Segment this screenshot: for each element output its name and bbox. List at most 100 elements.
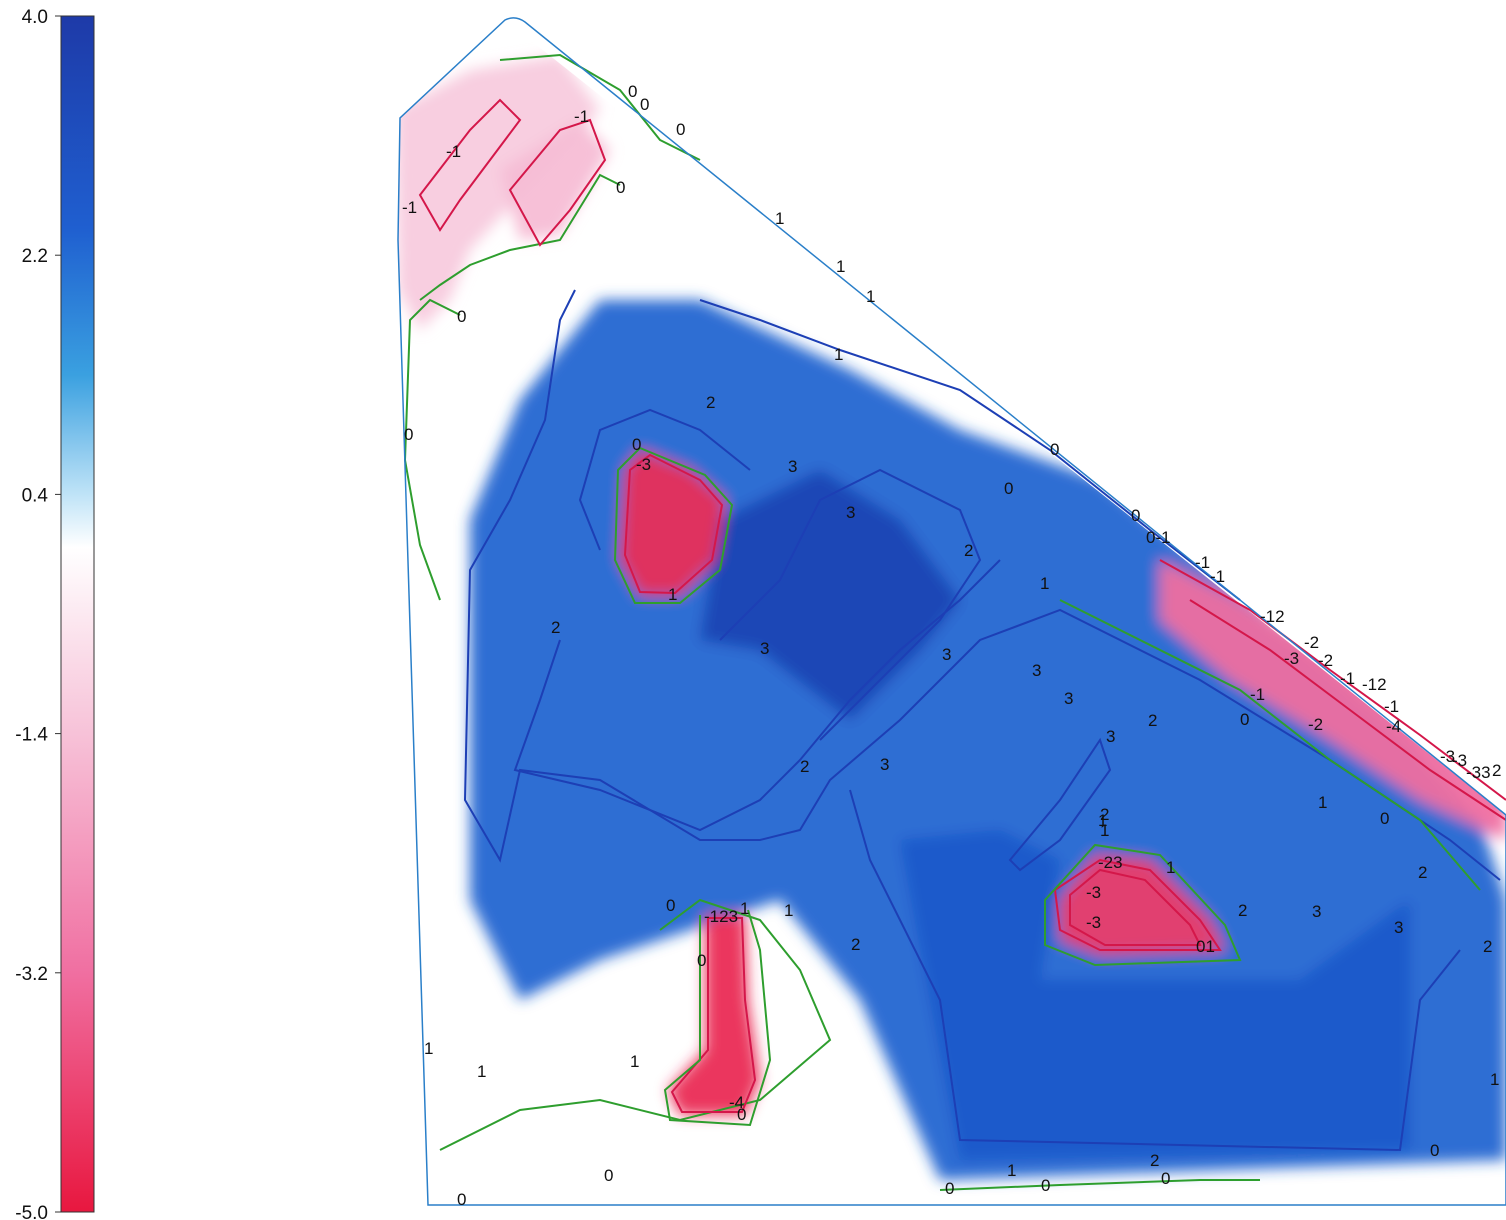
contour-label: 2: [851, 935, 860, 954]
contour-label: 0: [1430, 1141, 1439, 1160]
contour-label: 0: [666, 896, 675, 915]
heat-region: [620, 450, 725, 595]
contour-label: 2: [1483, 937, 1492, 956]
contour-label: 0: [737, 1105, 746, 1124]
contour-label: 1: [1007, 1161, 1016, 1180]
contour-label: -3: [636, 455, 651, 474]
contour-label: 0: [604, 1166, 613, 1185]
contour-label: -4: [729, 1093, 744, 1112]
contour-line: [403, 298, 832, 1151]
contour-label: -3: [1284, 649, 1299, 668]
contour-label: 3: [1032, 661, 1041, 680]
colorbar-bar: [60, 15, 95, 1213]
contour-label: 0: [697, 951, 706, 970]
contour-label: 1: [740, 899, 749, 918]
contour-label: 3: [846, 503, 855, 522]
contour-line: [1044, 843, 1242, 967]
contour-line: [508, 118, 607, 247]
domain-outline: [397, 17, 1506, 1206]
contour-label: -1: [1340, 669, 1355, 688]
contour-label: 3: [760, 639, 769, 658]
contour-label: 2: [800, 757, 809, 776]
heat-field: [398, 20, 1506, 1205]
contour-label: 0: [616, 178, 625, 197]
contour-label: 1: [836, 257, 845, 276]
contour-label: -23: [1098, 853, 1123, 872]
contour-label: 1: [834, 345, 843, 364]
contour-label: -1: [402, 198, 417, 217]
contour-label: 3: [1394, 918, 1403, 937]
colorbar-tick-label: 0.4: [22, 485, 49, 506]
contour-label: -3: [1440, 747, 1455, 766]
contour-label: 01: [1196, 937, 1215, 956]
contour-label: 1: [866, 287, 875, 306]
contour-line: [419, 53, 701, 301]
contour-label: -1: [1384, 697, 1399, 716]
contour-label: -33: [1466, 763, 1491, 782]
contour-label: 0: [1041, 1176, 1050, 1195]
colorbar-tick-label: 4.0: [22, 7, 48, 28]
contour-label: 1: [477, 1062, 486, 1081]
contour-label: 0: [1240, 710, 1249, 729]
colorbar-tick-label: -1.4: [15, 725, 48, 746]
contour-line: [1008, 737, 1112, 872]
contour-label: -1: [1210, 567, 1225, 586]
contour-label: 1: [630, 1052, 639, 1071]
contour-line: [663, 909, 772, 1127]
colorbar-ticks: 4.0 2.2 0.4 -1.4 -3.2 -5.0: [15, 7, 61, 1220]
contour-label: 0: [1380, 809, 1389, 828]
contour-label: 2: [1148, 711, 1157, 730]
contour-line: [849, 789, 1461, 1152]
contour-label: -3: [1086, 883, 1101, 902]
contour-label: 1: [1318, 793, 1327, 812]
contour-label: 2: [1418, 863, 1427, 882]
contour-lines: [403, 53, 1506, 1191]
colorbar-tick-label: 2.2: [22, 246, 48, 267]
contour-label: 0: [457, 1190, 466, 1209]
contour-line: [699, 299, 1241, 601]
heat-region: [700, 470, 960, 720]
contour-label: -1: [446, 142, 461, 161]
contour-label: -3: [1086, 913, 1101, 932]
contour-label: -2: [1308, 715, 1323, 734]
heat-region: [500, 120, 610, 240]
contour-line: [1069, 868, 1202, 946]
contour-label: 0: [945, 1179, 954, 1198]
contour-line: [613, 446, 734, 604]
contour-label: 2: [1238, 901, 1247, 920]
contour-label: 0: [404, 425, 413, 444]
contour-line: [623, 453, 724, 595]
contour-label: 3: [1312, 902, 1321, 921]
contour-line: [939, 1179, 1260, 1191]
colorbar: 4.0 2.2 0.4 -1.4 -3.2 -5.0: [15, 7, 95, 1220]
contour-label: 0: [632, 435, 641, 454]
contour-label: 2: [1492, 761, 1501, 780]
contour-label: 2: [964, 541, 973, 560]
contour-label: -4: [1386, 717, 1401, 736]
contour-line: [578, 408, 751, 551]
contour-line: [418, 98, 522, 232]
contour-label: 2: [551, 618, 560, 637]
contour-label: 1: [424, 1039, 433, 1058]
contour-line: [1159, 559, 1506, 801]
contour-label: -1: [1250, 685, 1265, 704]
contour-label: 2: [706, 393, 715, 412]
heat-region: [1060, 855, 1225, 955]
contour-label: 3: [788, 457, 797, 476]
contour-label: 3: [880, 755, 889, 774]
contour-label: 1: [1166, 858, 1175, 877]
contour-line: [719, 468, 982, 741]
contour-label: 0: [1004, 479, 1013, 498]
contour-label: -123: [704, 907, 738, 926]
contour-label: -3: [1452, 751, 1467, 770]
contour-label: 1: [1100, 821, 1109, 840]
contour-label: 0-1: [1146, 528, 1171, 547]
contour-label: -12: [1362, 675, 1387, 694]
contour-label: 1: [775, 209, 784, 228]
contour-line: [1189, 599, 1506, 821]
contour-line: [1059, 599, 1481, 891]
contour-label: 0: [640, 95, 649, 114]
heat-region: [668, 915, 760, 1115]
